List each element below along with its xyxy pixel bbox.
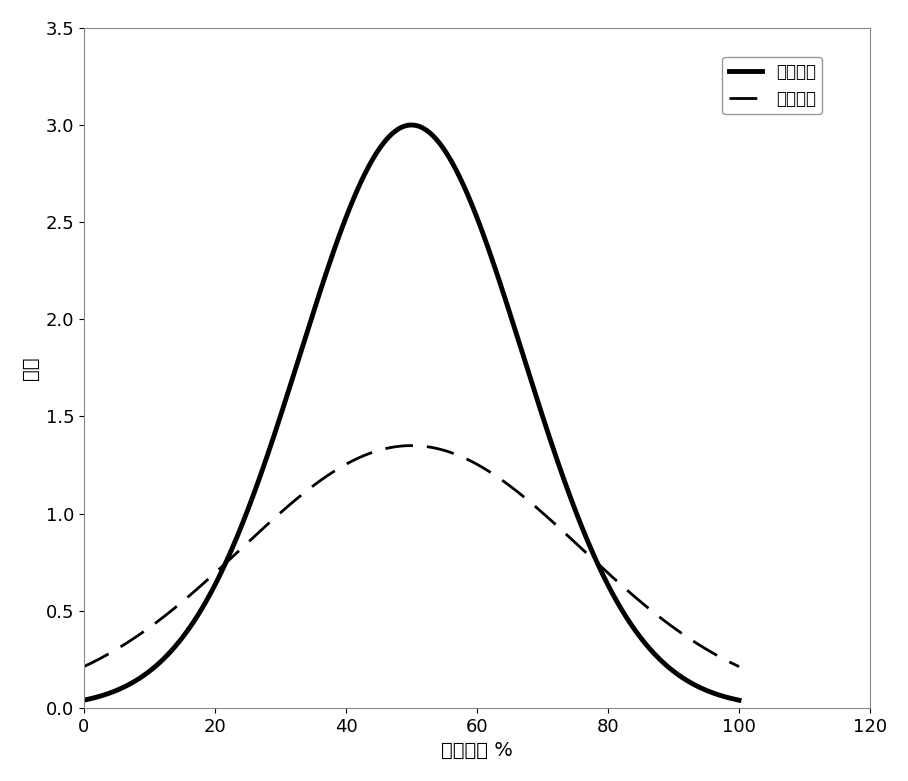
Line: 轮盘曲率: 轮盘曲率: [84, 125, 739, 701]
轮盘曲率: [380, 137, 390, 146]
Line: 轮殼曲率: 轮殼曲率: [84, 446, 739, 667]
轮殼曲率: [112, 644, 123, 654]
X-axis label: 流向距离 %: 流向距离 %: [441, 741, 513, 760]
Legend: 轮盘曲率, 轮殼曲率: 轮盘曲率, 轮殼曲率: [723, 56, 823, 114]
轮盘曲率: [406, 120, 417, 130]
轮殼曲率: [715, 652, 725, 662]
轮殼曲率: [406, 441, 417, 451]
轮殼曲率: [715, 653, 725, 662]
轮盘曲率: [715, 690, 725, 700]
轮盘曲率: [397, 122, 408, 131]
轮殼曲率: [380, 444, 390, 454]
轮盘曲率: [734, 696, 745, 705]
轮殼曲率: [397, 441, 408, 451]
Y-axis label: 曲率: 曲率: [21, 356, 40, 380]
轮盘曲率: [112, 686, 123, 695]
轮盘曲率: [715, 690, 725, 700]
轮殼曲率: [595, 561, 606, 570]
轮殼曲率: [734, 662, 745, 672]
轮殼曲率: [78, 662, 89, 672]
轮盘曲率: [595, 564, 606, 573]
轮盘曲率: [78, 696, 89, 705]
